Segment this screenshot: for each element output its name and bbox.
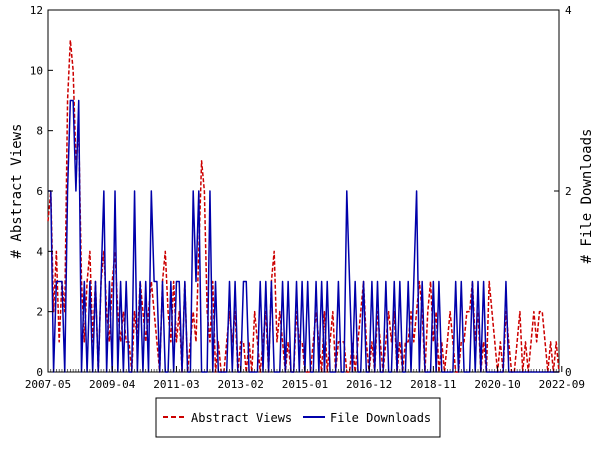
right-tick-label-0: 0 [565, 366, 572, 379]
legend-abstract-views-label: Abstract Views [191, 411, 292, 425]
left-tick-label-2: 4 [36, 245, 43, 258]
left-tick-label-5: 10 [30, 64, 43, 77]
left-axis-title: # Abstract Views [9, 124, 25, 259]
series-layer [47, 39, 560, 373]
left-tick-label-0: 0 [36, 366, 43, 379]
left-tick-label-1: 2 [36, 306, 43, 319]
right-tick-label-2: 4 [565, 4, 572, 17]
right-tick-label-1: 2 [565, 185, 572, 198]
x-tick-label-2: 2011-03 [153, 378, 199, 391]
legend-file-downloads-label: File Downloads [330, 411, 431, 425]
x-tick-label-3: 2013-02 [217, 378, 263, 391]
left-tick-label-4: 8 [36, 125, 43, 138]
x-tick-label-7: 2020-10 [474, 378, 520, 391]
x-tick-label-5: 2016-12 [346, 378, 392, 391]
legend: Abstract Views File Downloads [155, 397, 441, 438]
x-tick-label-6: 2018-11 [410, 378, 456, 391]
series-line-file-downloads [48, 99, 559, 373]
series-line-abstract-views [47, 39, 560, 373]
left-tick-label-3: 6 [36, 185, 43, 198]
x-tick-label-4: 2015-01 [282, 378, 328, 391]
axes-layer: 0 2 4 6 8 10 12 0 2 4 2007-05 2009-04 2011-03 2013-02… [25, 4, 585, 391]
x-tick-label-1: 2009-04 [89, 378, 136, 391]
x-tick-label-0: 2007-05 [25, 378, 71, 391]
legend-box [155, 397, 441, 438]
left-tick-label-6: 12 [30, 4, 43, 17]
right-axis-title: # File Downloads [579, 129, 595, 264]
x-tick-label-8: 2022-09 [539, 378, 585, 391]
